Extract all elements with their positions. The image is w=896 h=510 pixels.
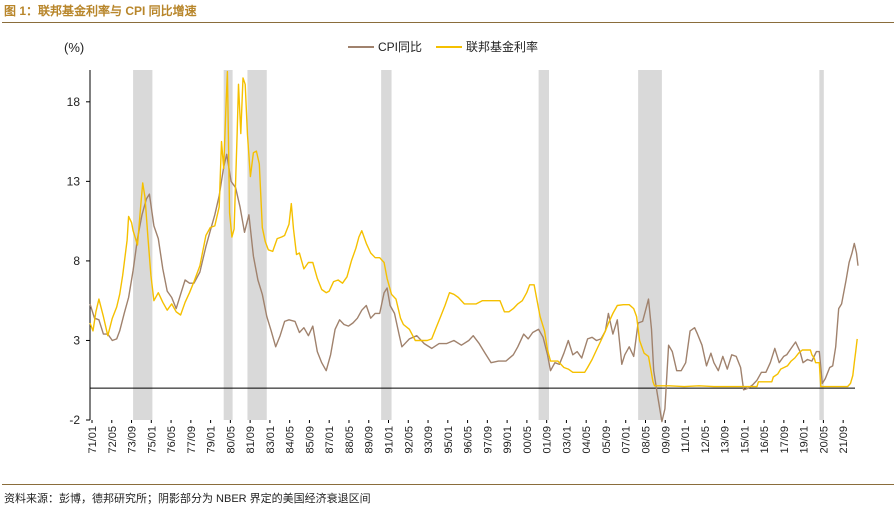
cpi-series-line (89, 153, 859, 423)
x-tick-label: 16/05 (759, 426, 771, 454)
x-tick-label: 81/09 (245, 426, 257, 454)
recession-band (819, 70, 824, 420)
chart-legend: CPI同比 联邦基金利率 (348, 38, 552, 55)
x-tick-label: 01/09 (542, 426, 554, 454)
recession-band (223, 70, 233, 420)
x-tick-label: 99/01 (502, 426, 514, 454)
y-tick-label: 18 (67, 95, 81, 109)
figure-source: 资料来源：彭博，德邦研究所；阴影部分为 NBER 界定的美国经济衰退区间 (4, 493, 371, 505)
x-tick-label: 88/05 (344, 426, 356, 454)
x-tick-label: 13/09 (720, 426, 732, 454)
recession-band (133, 70, 153, 420)
recession-band (538, 70, 549, 420)
y-axis-unit-label: (%) (64, 40, 85, 55)
ffr-series-line (89, 70, 858, 388)
y-tick-label: -2 (69, 413, 80, 427)
x-tick-label: 75/01 (146, 426, 158, 454)
x-tick-label: 20/05 (818, 426, 830, 454)
recession-band (638, 70, 662, 420)
x-tick-label: 97/09 (482, 426, 494, 454)
x-tick-label: 19/01 (799, 426, 811, 454)
x-tick-label: 77/09 (186, 426, 198, 454)
legend-item-ffr: 联邦基金利率 (436, 38, 538, 55)
x-tick-label: 07/01 (621, 426, 633, 454)
legend-swatch-ffr (436, 45, 463, 48)
x-tick-label: 91/01 (384, 426, 396, 454)
recession-band (381, 70, 392, 420)
legend-label-ffr: 联邦基金利率 (466, 40, 539, 54)
x-tick-label: 87/01 (324, 426, 336, 454)
x-tick-label: 76/05 (166, 426, 178, 454)
x-tick-label: 92/05 (403, 426, 415, 454)
y-tick-label: 3 (73, 333, 80, 347)
x-tick-label: 80/05 (225, 426, 237, 454)
x-tick-label: 93/09 (423, 426, 435, 454)
x-tick-label: 12/05 (700, 426, 712, 454)
x-tick-label: 73/09 (127, 426, 139, 454)
x-tick-label: 84/05 (285, 426, 297, 454)
x-tick-label: 05/09 (601, 426, 613, 454)
x-tick-label: 71/01 (87, 426, 99, 454)
y-tick-label: 13 (67, 174, 81, 188)
x-tick-label: 17/09 (779, 426, 791, 454)
x-tick-label: 72/05 (107, 426, 119, 454)
x-tick-label: 83/01 (265, 426, 277, 454)
x-tick-label: 85/09 (304, 426, 316, 454)
x-tick-label: 89/09 (364, 426, 376, 454)
x-tick-label: 00/05 (522, 426, 534, 454)
figure-title: 图 1：联邦基金利率与 CPI 同比增速 (4, 4, 197, 18)
x-tick-label: 03/01 (561, 426, 573, 454)
recession-band (247, 70, 267, 420)
x-tick-label: 95/01 (443, 426, 455, 454)
y-tick-label: 8 (73, 254, 80, 268)
x-tick-label: 79/01 (206, 426, 218, 454)
x-tick-label: 08/05 (640, 426, 652, 454)
title-divider (2, 22, 894, 23)
source-divider (2, 484, 894, 485)
x-tick-label: 09/09 (660, 426, 672, 454)
x-tick-label: 21/09 (838, 426, 850, 454)
chart-area: -2 3 8 13 18 71/01 72/05 73/09 75/01 76/05 77/09 79… (67, 70, 859, 454)
x-tick-label: 96/05 (463, 426, 475, 454)
legend-label-cpi: CPI同比 (378, 40, 423, 54)
legend-item-cpi: CPI同比 (348, 38, 422, 55)
legend-swatch-cpi (348, 45, 374, 48)
x-tick-label: 11/01 (680, 426, 692, 453)
x-tick-label: 15/01 (739, 426, 751, 454)
x-tick-label: 04/05 (581, 426, 593, 454)
